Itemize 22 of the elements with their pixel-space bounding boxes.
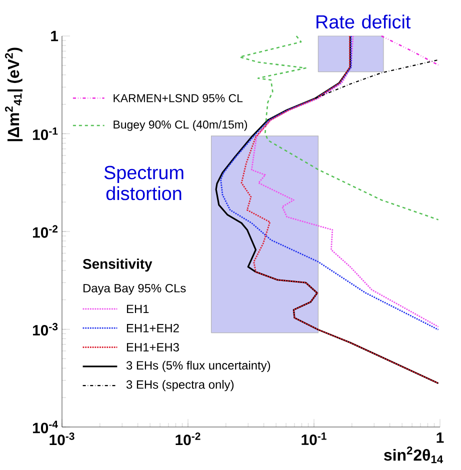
series-label: Rate deficit [316,14,411,29]
x-tick-label: 1 [436,432,444,443]
legend-label: KARMEN+LSND 95% CL [114,94,243,102]
legend-label: 3 EHs (spectra only) [126,380,234,392]
x-axis-title: sin$^{2}$2θ$_{14}$ [384,446,444,464]
legend-label: 3 EHs (5% flux uncertainty) [126,360,270,372]
legend-label: EH1 [126,304,149,314]
legend-title: Sensitivity [82,258,152,272]
annotation: Daya Bay 95% CLs [84,284,186,295]
x-tick-label: 10$^{-1}$ [302,432,326,446]
legend-label: Bugey 90% CL (40m/15m) [114,120,248,131]
y-axis-title: |Δm$^{2}$$_{41}$| (eV$^{2}$) [4,48,23,142]
x-tick-label: 10$^{-3}$ [50,432,74,446]
y-tick-label: 10$^{-2}$ [32,225,58,238]
x-tick-label: 10$^{-2}$ [176,432,200,446]
y-tick-label: 10$^{-1}$ [32,127,58,140]
y-tick-label: 10$^{-3}$ [32,322,58,336]
y-tick-label: 1 [51,30,58,42]
legend-label: EH1+EH3 [126,343,179,352]
series-label: Spectrum distortion [104,166,184,200]
y-tick-label: 10$^{-4}$ [32,420,58,434]
legend-label: EH1+EH2 [126,324,179,332]
